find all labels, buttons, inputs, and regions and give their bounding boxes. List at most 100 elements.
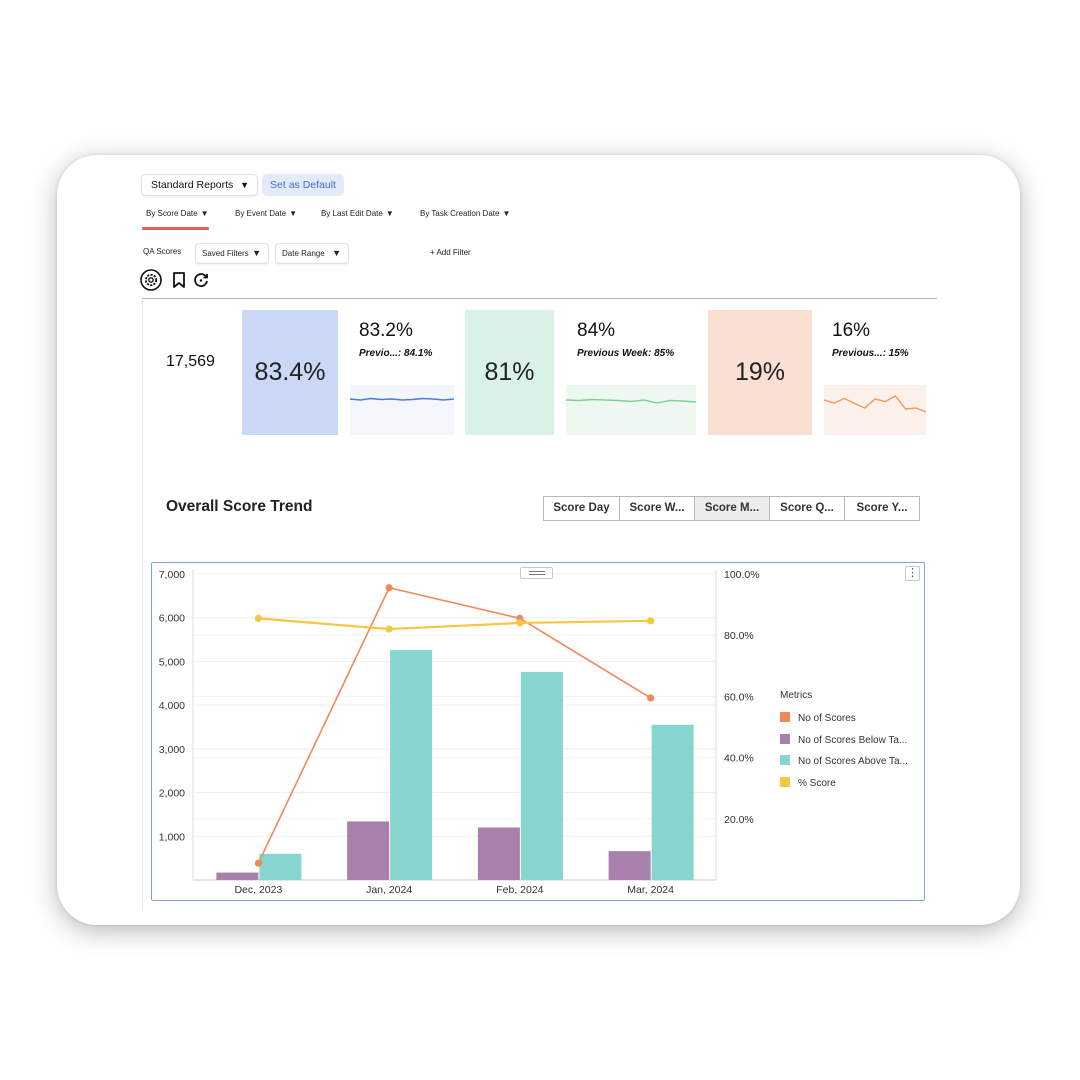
y-left-tick-label: 7,000 [159, 569, 185, 581]
legend-item[interactable]: No of Scores [780, 712, 856, 724]
sparkline-background [350, 385, 454, 435]
kpi-score-value: 83.2% [359, 320, 413, 341]
y-right-tick-label: 80.0% [724, 630, 754, 642]
kpi-tile-score: 83.4% [242, 310, 338, 435]
kpi-fail-value: 16% [832, 320, 871, 341]
sparkline [350, 397, 454, 401]
sparkline [824, 395, 926, 413]
kpi-score-sparkline [350, 385, 454, 435]
series-line [258, 617, 651, 631]
data-point[interactable] [385, 625, 393, 633]
y-left-tick-label: 3,000 [159, 744, 185, 756]
saved-filters-label: Saved Filters [202, 249, 249, 258]
add-filter-button[interactable]: + Add Filter [430, 248, 471, 257]
bar-above-target[interactable] [390, 650, 433, 880]
kpi-tile-pass: 81% [465, 310, 554, 435]
y-left-tick-label: 5,000 [159, 656, 185, 668]
refresh-icon[interactable] [190, 269, 212, 291]
y-left-tick-label: 1,000 [159, 831, 185, 843]
y-right-tick-label: 20.0% [724, 814, 754, 826]
data-point[interactable] [647, 617, 655, 625]
chevron-down-icon: ▼ [332, 248, 341, 258]
segment-score-year[interactable]: Score Y... [844, 497, 919, 520]
chevron-down-icon: ▼ [240, 180, 249, 190]
sparkline-background [824, 385, 926, 435]
bar-below-target[interactable] [347, 821, 390, 880]
segment-score-quarter[interactable]: Score Q... [769, 497, 844, 520]
active-tab-indicator [142, 227, 209, 230]
kpi-tile-fail: 19% [708, 310, 812, 435]
legend-item[interactable]: No of Scores Above Ta... [780, 755, 908, 767]
tab-label: By Last Edit Date [321, 209, 383, 218]
score-period-toggle: Score Day Score W... Score M... Score Q.… [543, 496, 920, 521]
legend-swatch [780, 755, 790, 765]
chevron-down-icon: ▼ [252, 248, 261, 258]
kpi-pass-previous: Previous Week: 85% [577, 348, 675, 359]
set-default-button[interactable]: Set as Default [262, 174, 344, 196]
drag-handle-icon[interactable] [520, 567, 553, 579]
data-point[interactable] [647, 694, 655, 702]
more-options-icon[interactable]: ⋮ [905, 566, 920, 581]
x-tick-label: Mar, 2024 [627, 884, 674, 896]
report-select[interactable]: Standard Reports ▼ [141, 174, 258, 196]
data-point[interactable] [254, 859, 262, 867]
chevron-down-icon: ▼ [289, 209, 298, 218]
y-right-tick-label: 60.0% [724, 691, 754, 703]
sparkline [566, 398, 696, 404]
settings-icon[interactable] [140, 269, 162, 291]
trend-title: Overall Score Trend [166, 498, 313, 515]
score-trend-chart: 1,000 2,000 3,000 4,000 5,000 6,000 7,000 20.0%… [159, 569, 760, 896]
legend-label: No of Scores [798, 713, 856, 724]
legend-label: No of Scores Below Ta... [798, 735, 908, 746]
tab-by-task-creation-date[interactable]: By Task Creation Date ▼ [420, 209, 510, 218]
bar-above-target[interactable] [259, 853, 302, 880]
kpi-pass-sparkline [566, 385, 696, 435]
tab-by-event-date[interactable]: By Event Date ▼ [235, 209, 297, 218]
bar-below-target[interactable] [216, 872, 259, 880]
x-tick-label: Feb, 2024 [496, 884, 543, 896]
chevron-down-icon: ▼ [385, 209, 394, 218]
content-border [142, 299, 143, 911]
data-point[interactable] [516, 619, 524, 627]
bar-below-target[interactable] [477, 827, 520, 880]
kpi-pass-value: 84% [577, 320, 616, 341]
y-left-tick-label: 2,000 [159, 788, 185, 800]
legend-swatch [780, 777, 790, 787]
legend-label: No of Scores Above Ta... [798, 756, 908, 767]
y-right-tick-label: 40.0% [724, 753, 754, 765]
total-count: 17,569 [166, 353, 215, 370]
legend-item[interactable]: No of Scores Below Ta... [780, 734, 907, 746]
bar-above-target[interactable] [651, 724, 694, 880]
y-left-tick-label: 6,000 [159, 613, 185, 625]
y-left-tick-label: 4,000 [159, 700, 185, 712]
date-range-dropdown[interactable]: Date Range ▼ [275, 243, 349, 264]
bar-above-target[interactable] [520, 671, 563, 880]
tab-by-score-date[interactable]: By Score Date ▼ [146, 209, 209, 218]
data-point[interactable] [385, 584, 393, 592]
kpi-score-previous: Previo...: 84.1% [359, 348, 433, 359]
qa-scores-label: QA Scores [143, 247, 182, 256]
saved-filters-dropdown[interactable]: Saved Filters ▼ [195, 243, 269, 264]
x-tick-label: Jan, 2024 [366, 884, 412, 896]
data-point[interactable] [254, 614, 262, 622]
chevron-down-icon: ▼ [502, 209, 511, 218]
legend-swatch [780, 712, 790, 722]
kpi-fail-previous: Previous...: 15% [832, 348, 909, 359]
series-line [257, 586, 652, 864]
segment-score-week[interactable]: Score W... [619, 497, 694, 520]
bar-below-target[interactable] [608, 851, 651, 880]
x-tick-label: Dec, 2023 [234, 884, 282, 896]
tab-label: By Event Date [235, 209, 287, 218]
report-select-label: Standard Reports [151, 179, 234, 191]
kpi-fail-sparkline [824, 385, 926, 435]
legend-title: Metrics [780, 690, 813, 701]
legend-label: % Score [798, 778, 836, 789]
segment-score-month[interactable]: Score M... [694, 497, 769, 520]
tab-label: By Task Creation Date [420, 209, 500, 218]
y-right-tick-label: 100.0% [724, 569, 760, 581]
segment-score-day[interactable]: Score Day [544, 497, 619, 520]
date-range-label: Date Range [282, 249, 325, 258]
tab-by-last-edit-date[interactable]: By Last Edit Date ▼ [321, 209, 394, 218]
legend-item[interactable]: % Score [780, 777, 836, 789]
bookmark-icon[interactable] [168, 269, 190, 291]
